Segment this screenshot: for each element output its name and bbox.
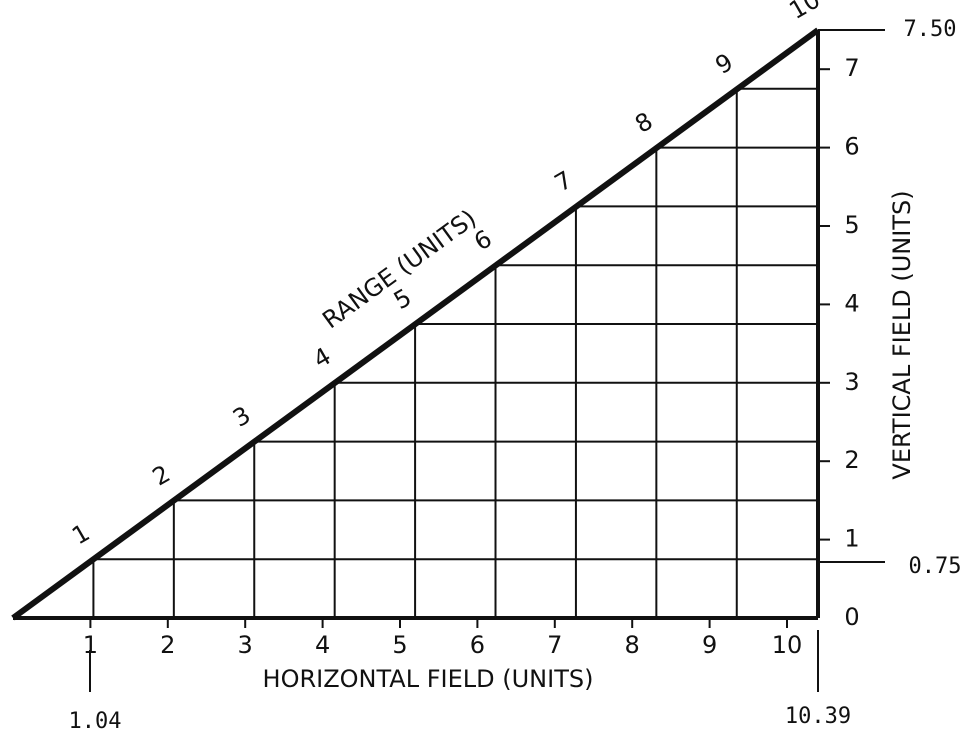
vertical-label: VERTICAL FIELD (UNITS): [888, 190, 916, 479]
y-tick-label: 2: [844, 446, 859, 474]
annotation: 0.75: [909, 554, 962, 579]
y-tick-label: 3: [844, 368, 859, 396]
range-tick-label: 7: [550, 166, 577, 198]
range-tick-label: 5: [389, 283, 416, 315]
y-tick-label: 5: [844, 211, 859, 239]
x-tick-label: 9: [702, 631, 717, 659]
range-tick-label: 2: [148, 460, 175, 492]
y-tick-label: 0: [844, 603, 859, 631]
x-tick-label: 4: [315, 631, 330, 659]
range-tick-label: 9: [711, 48, 738, 80]
y-tick-label: 1: [844, 525, 859, 553]
x-tick-label: 10: [772, 631, 803, 659]
x-tick-label: 3: [238, 631, 253, 659]
x-tick-label: 2: [160, 631, 175, 659]
y-tick-label: 4: [844, 289, 859, 317]
range-tick-label: 10: [784, 0, 824, 25]
x-tick-label: 8: [625, 631, 640, 659]
x-tick-label: 5: [392, 631, 407, 659]
range-tick-label: 8: [630, 107, 657, 139]
annotation: 7.50: [904, 17, 957, 42]
y-tick-label: 6: [844, 133, 859, 161]
horizontal-label: HORIZONTAL FIELD (UNITS): [263, 665, 594, 693]
range-tick-label: 1: [67, 518, 94, 550]
x-tick-label: 6: [470, 631, 485, 659]
range-tick-label: 6: [469, 224, 496, 256]
y-tick-label: 7: [844, 54, 859, 82]
annotation: 1.04: [69, 709, 122, 734]
x-tick-label: 1: [83, 631, 98, 659]
range-tick-label: 4: [309, 342, 336, 374]
annotation: 10.39: [785, 704, 851, 729]
x-tick-label: 7: [547, 631, 562, 659]
range-tick-label: 3: [228, 401, 255, 433]
range-label: RANGE (UNITS): [317, 204, 481, 334]
